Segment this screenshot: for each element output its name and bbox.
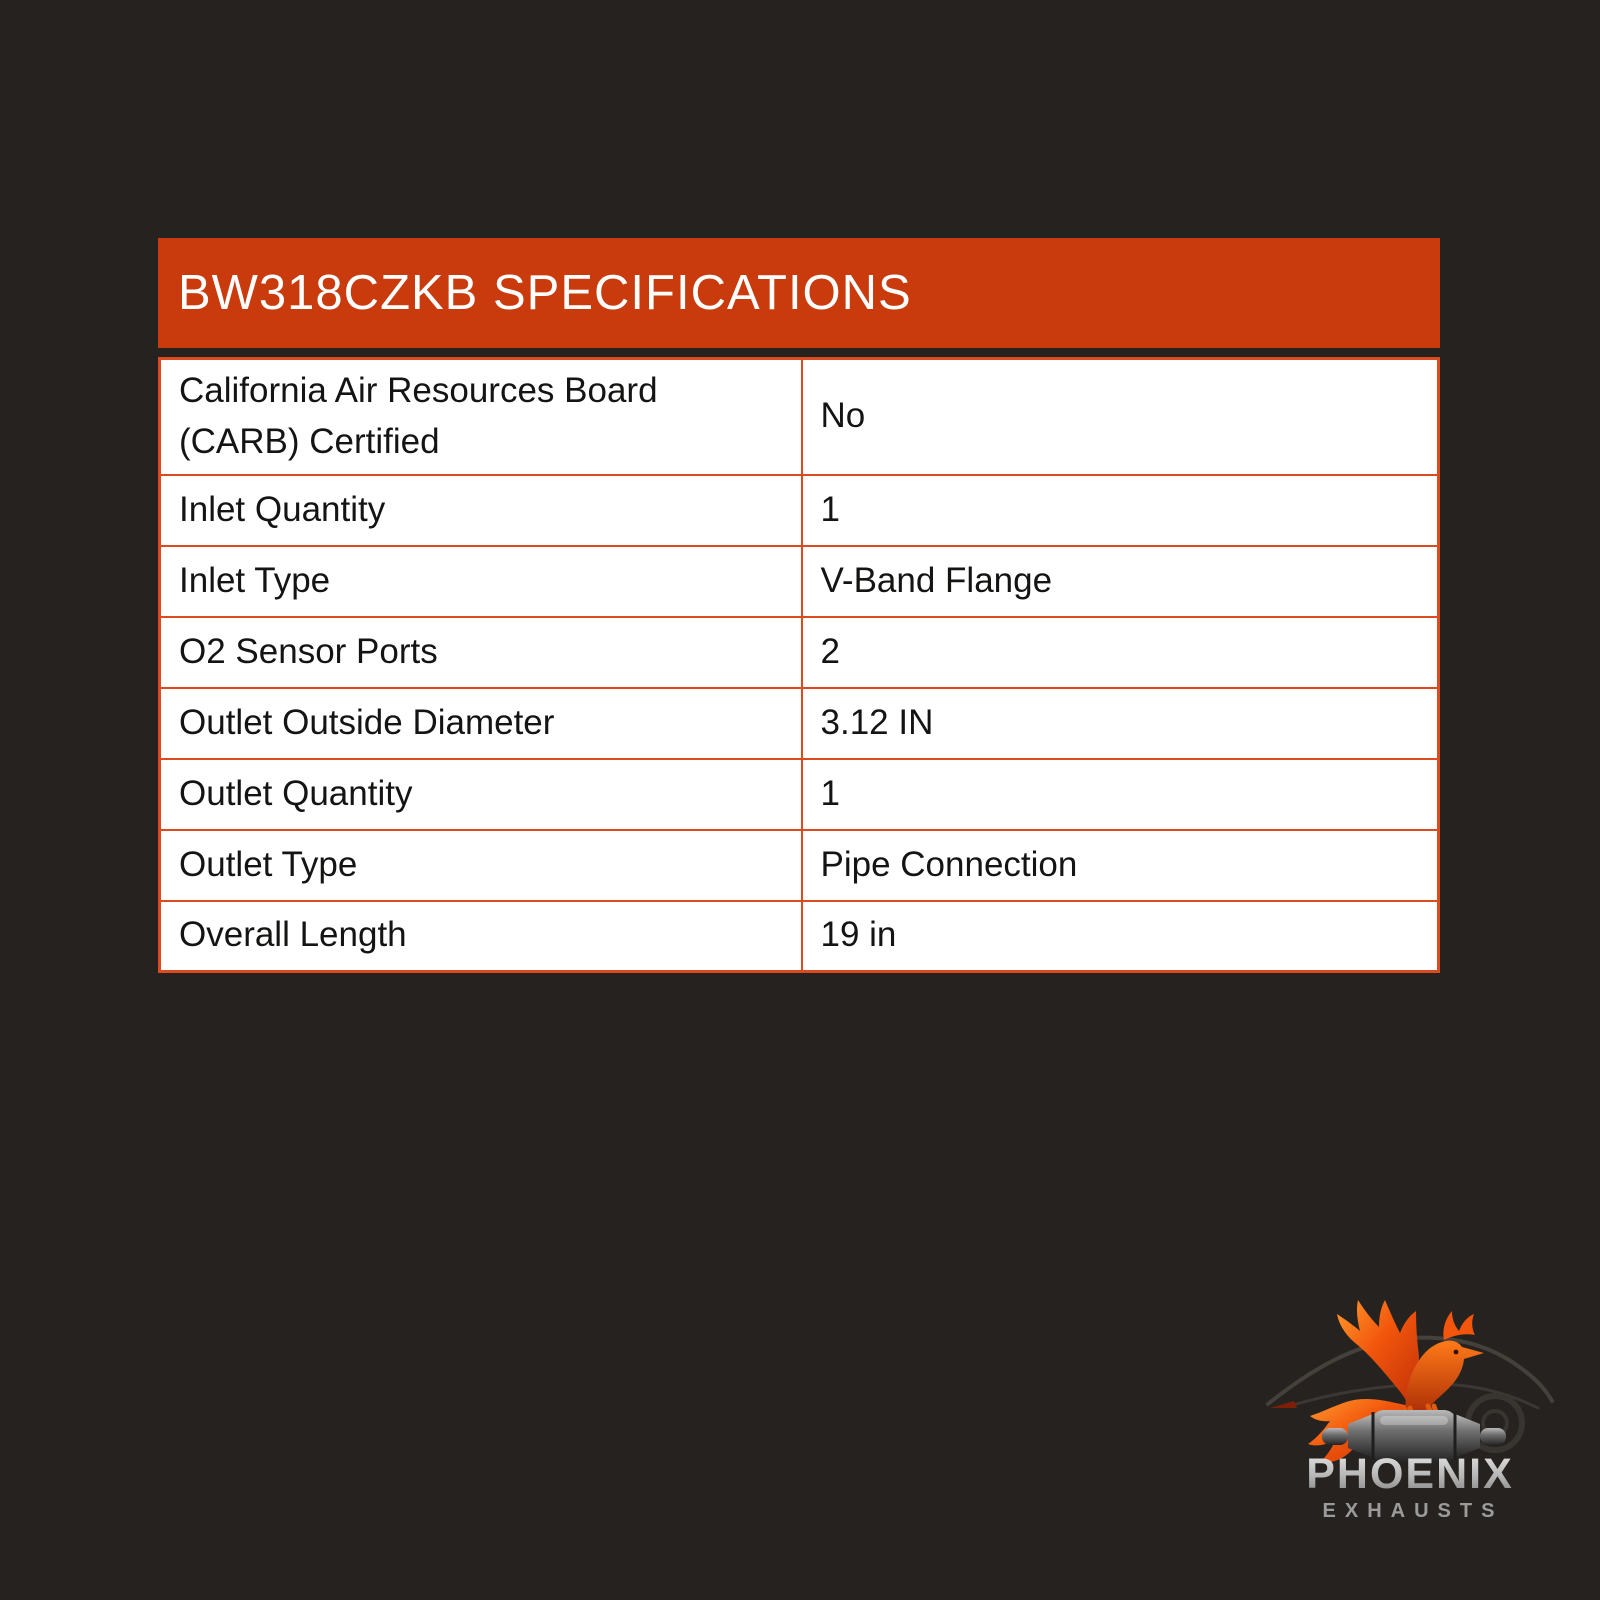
spec-value: 1 [800,757,1440,831]
title-bar: BW318CZKB SPECIFICATIONS [158,238,1440,348]
table-row: California Air Resources Board (CARB) Ce… [158,357,1440,476]
spec-value: 3.12 IN [800,686,1440,760]
spec-label: Outlet Type [158,828,803,902]
spec-label: California Air Resources Board (CARB) Ce… [158,357,803,476]
brand-name: PHOENIX [1306,1450,1514,1498]
spec-value: Pipe Connection [800,828,1440,902]
spec-value: 19 in [800,899,1440,973]
table-row: O2 Sensor Ports 2 [158,615,1440,689]
catalytic-converter-icon [1322,1410,1506,1462]
phoenix-exhausts-logo: PHOENIX EXHAUSTS [1266,1300,1554,1522]
table-row: Outlet Quantity 1 [158,757,1440,831]
table-row: Inlet Type V-Band Flange [158,544,1440,618]
spec-table: California Air Resources Board (CARB) Ce… [158,357,1440,973]
table-row: Outlet Outside Diameter 3.12 IN [158,686,1440,760]
table-row: Outlet Type Pipe Connection [158,828,1440,902]
page-title: BW318CZKB SPECIFICATIONS [178,266,912,320]
car-silhouette-icon [1266,1335,1554,1453]
spec-label: Outlet Quantity [158,757,803,831]
spec-label: Outlet Outside Diameter [158,686,803,760]
spec-label: Inlet Quantity [158,473,803,547]
spec-value: 2 [800,615,1440,689]
spec-label: Overall Length [158,899,803,973]
spec-value: 1 [800,473,1440,547]
spec-value: V-Band Flange [800,544,1440,618]
table-row: Inlet Quantity 1 [158,473,1440,547]
brand-tagline: EXHAUSTS [1323,1500,1504,1522]
table-row: Overall Length 19 in [158,899,1440,973]
spec-label: Inlet Type [158,544,803,618]
spec-value: No [800,357,1440,476]
spec-label: O2 Sensor Ports [158,615,803,689]
